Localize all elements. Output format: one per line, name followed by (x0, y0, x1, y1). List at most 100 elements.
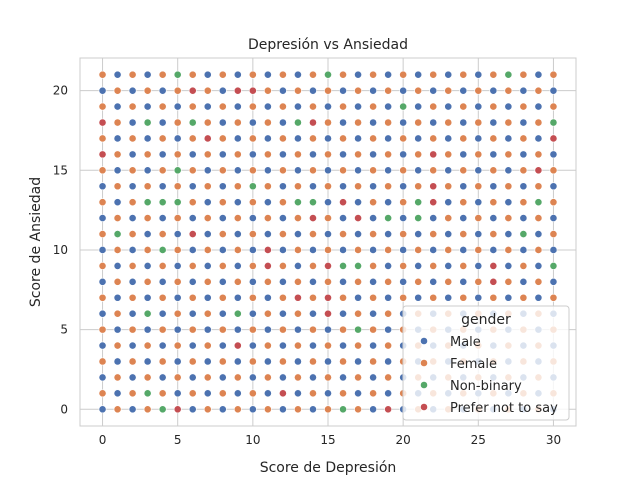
x-tick-label: 15 (320, 433, 335, 447)
data-point (113, 293, 122, 302)
data-point (369, 373, 377, 382)
data-point (128, 246, 137, 254)
data-point (173, 70, 182, 79)
data-point (399, 198, 408, 207)
data-point (459, 277, 468, 286)
data-point (339, 293, 347, 302)
data-point (414, 102, 423, 111)
data-point (309, 230, 317, 238)
data-point (549, 118, 558, 127)
data-point (324, 293, 332, 302)
data-point (218, 150, 227, 159)
data-point (399, 166, 408, 175)
data-point (173, 246, 182, 254)
data-point (173, 182, 182, 191)
legend-marker (420, 337, 428, 345)
data-point (549, 102, 558, 111)
data-point (113, 134, 122, 143)
data-point (444, 293, 453, 302)
data-point (98, 293, 107, 302)
data-point (113, 341, 122, 350)
data-point (143, 182, 152, 191)
data-point (113, 198, 122, 207)
data-point (248, 293, 257, 302)
data-point (263, 277, 272, 286)
data-point (339, 341, 347, 350)
data-point (128, 389, 137, 398)
data-point (173, 389, 182, 398)
data-point (324, 325, 332, 334)
data-point (128, 118, 137, 127)
data-point (414, 246, 423, 254)
data-point (233, 341, 242, 350)
data-point (128, 293, 137, 302)
data-point (414, 70, 423, 79)
data-point (444, 182, 453, 191)
data-point (128, 86, 137, 95)
data-point (369, 389, 377, 398)
data-point (354, 357, 362, 366)
data-point (414, 261, 423, 270)
data-point (489, 261, 498, 270)
data-point (203, 134, 212, 143)
data-point (309, 309, 317, 318)
data-point (218, 357, 227, 366)
data-point (143, 70, 152, 79)
data-point (143, 309, 152, 318)
data-point (143, 102, 152, 111)
data-point (369, 309, 377, 318)
data-point (429, 118, 438, 127)
data-point (113, 150, 122, 159)
data-point (173, 166, 182, 175)
data-point (339, 309, 347, 318)
data-point (474, 230, 483, 238)
data-point (549, 166, 558, 175)
data-point (233, 357, 242, 366)
data-point (444, 86, 453, 95)
data-point (489, 293, 498, 302)
data-point (324, 309, 332, 318)
data-point (309, 293, 317, 302)
data-point (504, 198, 513, 207)
data-point (98, 261, 107, 270)
data-point (263, 246, 272, 254)
data-point (309, 134, 317, 143)
data-point (309, 198, 317, 207)
data-point (248, 309, 257, 318)
data-point (384, 150, 393, 159)
data-point (384, 373, 393, 382)
x-tick-label: 5 (174, 433, 182, 447)
data-point (384, 357, 393, 366)
data-point (113, 309, 122, 318)
data-point (113, 325, 122, 334)
data-point (263, 309, 272, 318)
x-tick-label: 10 (245, 433, 260, 447)
data-point (173, 309, 182, 318)
data-point (294, 230, 302, 238)
data-point (354, 86, 362, 95)
data-point (98, 373, 107, 382)
data-point (263, 166, 272, 175)
data-point (474, 118, 483, 127)
data-point (414, 166, 423, 175)
data-point (188, 341, 197, 350)
data-point (384, 341, 393, 350)
data-point (188, 389, 197, 398)
data-point (158, 405, 167, 414)
data-point (399, 246, 408, 254)
data-point (324, 102, 332, 111)
legend-label: Prefer not to say (450, 401, 558, 416)
data-point (354, 325, 362, 334)
data-point (128, 357, 137, 366)
data-point (399, 182, 408, 191)
data-point (233, 166, 242, 175)
data-point (294, 134, 302, 143)
legend-label: Female (450, 357, 497, 372)
data-point (384, 277, 393, 286)
data-point (519, 293, 528, 302)
data-point (248, 246, 257, 254)
data-point (474, 182, 483, 191)
data-point (143, 277, 152, 286)
data-point (369, 134, 377, 143)
data-point (369, 325, 377, 334)
